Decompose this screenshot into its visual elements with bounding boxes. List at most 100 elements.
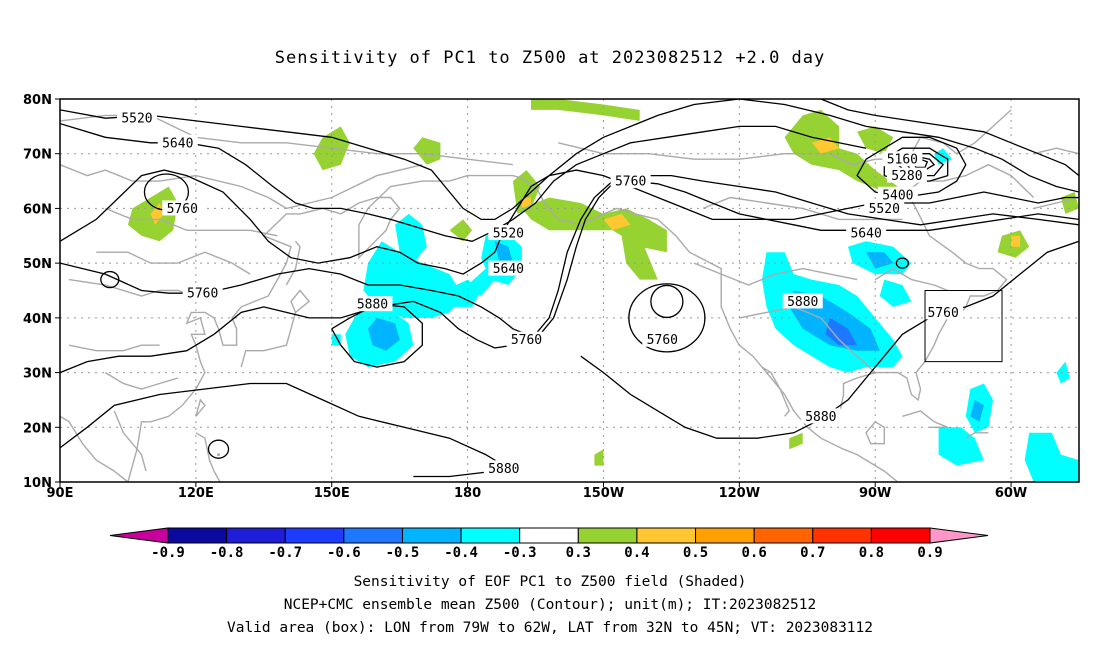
coastline xyxy=(902,410,948,428)
coastline xyxy=(127,174,523,482)
shading-patch xyxy=(621,235,658,280)
shading-patch xyxy=(879,279,912,307)
coastline xyxy=(113,410,147,472)
valid-area-box xyxy=(924,290,1003,363)
z500-contour xyxy=(820,99,1079,177)
coastline xyxy=(105,207,278,237)
colorbar-bin xyxy=(753,527,814,544)
contour-label-bg xyxy=(483,460,524,476)
coastline xyxy=(60,415,129,482)
coastline xyxy=(104,372,179,390)
contour-label: 5760 xyxy=(615,175,646,190)
shading-patch xyxy=(594,449,604,466)
shading-patch xyxy=(368,317,400,351)
contour-label: 5640 xyxy=(162,136,193,151)
coastline xyxy=(68,278,197,297)
colorbar-bin xyxy=(519,527,579,544)
contour-label: 5760 xyxy=(187,287,218,302)
contour-label: 5880 xyxy=(488,462,519,477)
footer-line-1: Sensitivity of EOF PC1 to Z500 field (Sh… xyxy=(353,574,747,590)
colorbar-bin xyxy=(695,527,755,544)
coastline xyxy=(739,306,876,374)
lon-label: 120W xyxy=(719,486,760,501)
shading-patch xyxy=(1056,361,1070,384)
contour-label-bg xyxy=(182,285,223,301)
contour-label: 5400 xyxy=(882,188,913,203)
colorbar-high-end xyxy=(929,527,989,544)
colorbar-bin xyxy=(284,527,345,544)
footer-line-3: Valid area (box): LON from 79W to 62W, L… xyxy=(226,620,873,636)
z500-contour xyxy=(60,99,740,221)
coastline xyxy=(965,432,989,439)
contour-label: 5520 xyxy=(121,112,152,127)
contour-label-bg xyxy=(610,173,651,189)
map-title: Sensitivity of PC1 to Z500 at 2023082512… xyxy=(274,48,826,68)
footer-line-2: NCEP+CMC ensemble mean Z500 (Contour); u… xyxy=(283,597,817,613)
island xyxy=(217,453,221,457)
coastline xyxy=(60,164,423,210)
shading-patch xyxy=(789,432,803,450)
contour-label-bg xyxy=(162,200,203,216)
shading-patch xyxy=(825,317,858,346)
contour-label-bg xyxy=(800,408,841,424)
colorbar-label: 0.7 xyxy=(800,545,825,561)
colorbar-label: -0.8 xyxy=(210,545,244,561)
colorbar-label: -0.6 xyxy=(327,545,361,561)
contour-label: 5760 xyxy=(167,202,198,217)
lat-label: 20N xyxy=(23,421,52,436)
colorbar-label: -0.4 xyxy=(444,545,478,561)
contour-label-bg xyxy=(157,134,198,150)
contour-label-bg xyxy=(923,304,964,320)
shading-patch xyxy=(413,137,441,165)
z500-contour xyxy=(60,174,1079,374)
z500-contour xyxy=(739,99,1079,193)
colorbar-label: -0.3 xyxy=(503,545,537,561)
colorbar-label: 0.9 xyxy=(917,545,942,561)
contour-label: 5640 xyxy=(850,227,881,242)
contour-label: 5280 xyxy=(891,169,922,184)
colorbar-label: 0.4 xyxy=(624,545,649,561)
contour-label: 5160 xyxy=(887,153,918,168)
contour-label-bg xyxy=(886,167,927,183)
colorbar-label: 0.3 xyxy=(566,545,591,561)
z500-contour xyxy=(650,284,684,319)
graticule xyxy=(60,99,1079,482)
lon-label: 180 xyxy=(454,486,481,501)
contour-label-bg xyxy=(846,225,887,241)
colorbar-bin xyxy=(460,527,521,544)
lat-label: 50N xyxy=(23,257,52,272)
z500-contour xyxy=(60,122,867,242)
colorbar-bin xyxy=(343,527,403,544)
shading-patch xyxy=(866,252,894,269)
colorbar-label: -0.7 xyxy=(268,545,302,561)
coastline xyxy=(761,366,791,417)
shading-patch xyxy=(784,109,898,192)
coastline xyxy=(285,240,301,286)
map-frame xyxy=(59,98,1080,483)
coastline xyxy=(96,251,251,275)
lon-label: 90W xyxy=(859,486,891,501)
colorbar-label: 0.6 xyxy=(742,545,767,561)
shading-patch xyxy=(1060,192,1079,214)
contour-label: 5760 xyxy=(511,333,542,348)
contour-label-bg xyxy=(782,293,823,309)
colorbar-label: 0.5 xyxy=(683,545,708,561)
lon-label: 150E xyxy=(314,486,350,501)
colorbar-low-end xyxy=(109,527,169,544)
contour-label-bg xyxy=(488,225,529,241)
lon-label: 90E xyxy=(47,486,74,501)
shading-patch xyxy=(603,213,631,231)
contour-label: 5880 xyxy=(787,295,818,310)
contour-label-bg xyxy=(882,151,923,167)
z500-contour xyxy=(580,240,1079,439)
z500-contour xyxy=(100,270,120,289)
coastline xyxy=(1033,147,1079,155)
colorbar-bin xyxy=(577,527,638,544)
contour-label-bg xyxy=(642,331,683,347)
z500-contour xyxy=(207,439,230,459)
contour-label: 5520 xyxy=(869,202,900,217)
contour-label: 5520 xyxy=(493,227,524,242)
shading-patch xyxy=(1011,235,1021,247)
contour-label-bg xyxy=(116,110,157,126)
